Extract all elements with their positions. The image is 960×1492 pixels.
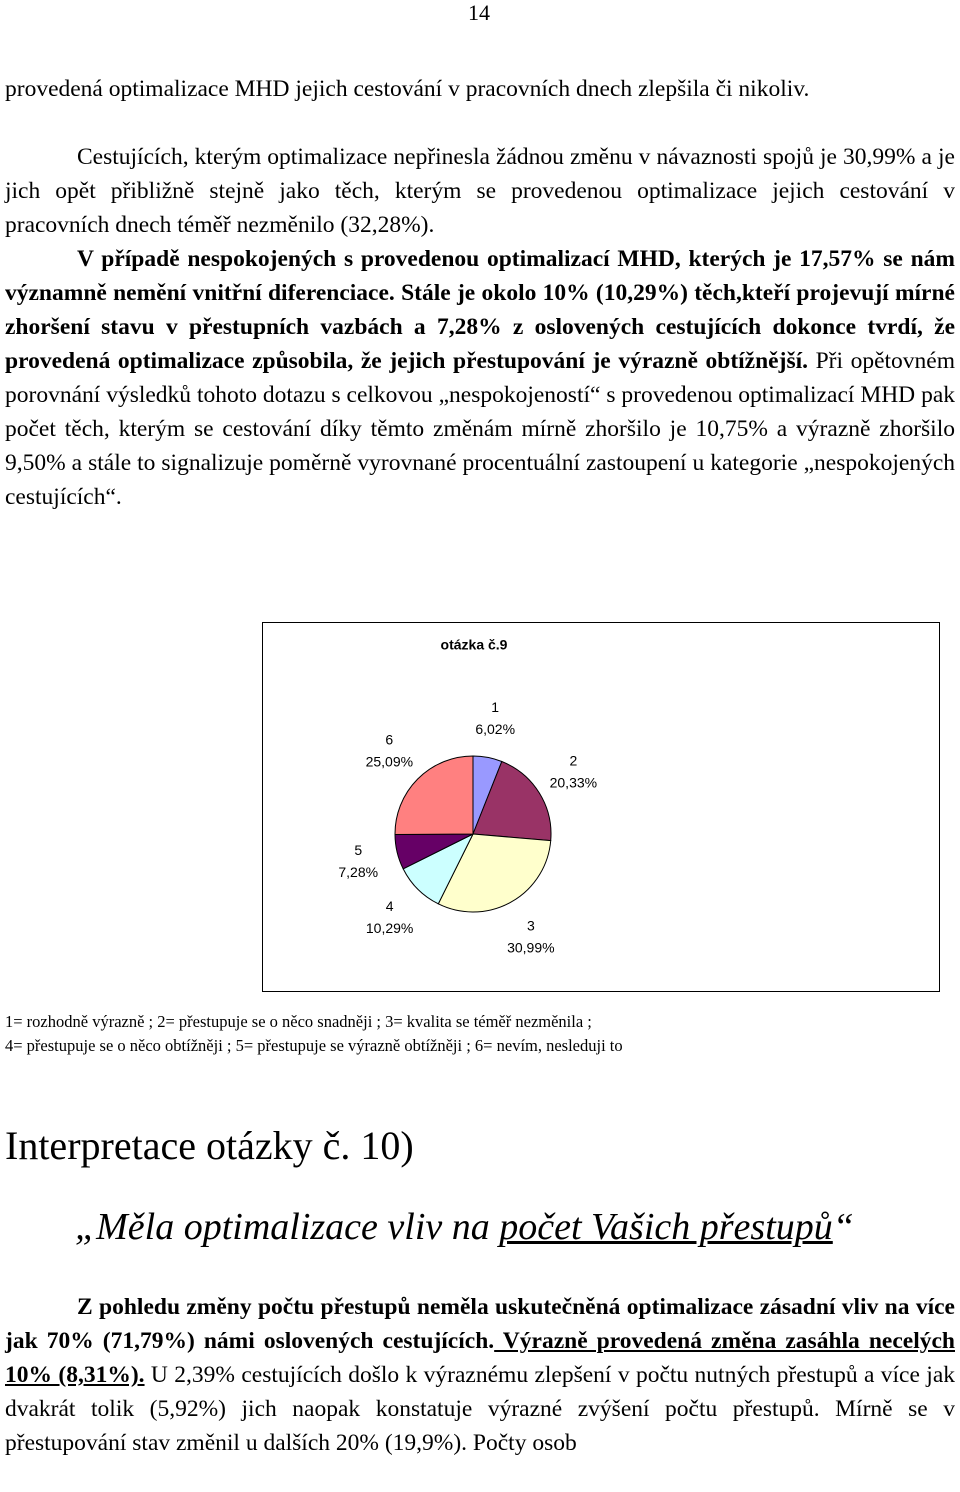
bold-text: Z pohledu změny počtu přestupů neměla us… <box>5 1294 955 1354</box>
legend-note: 1= rozhodně výrazně ; 2= přestupuje se o… <box>5 1010 623 1058</box>
underlined-text: počet Vašich přestupů <box>499 1206 833 1248</box>
paragraph: Cestujících, kterým optimalizace nepřine… <box>5 144 955 238</box>
text: U 2,39% cestujících došlo k výraznému zl… <box>5 1362 955 1456</box>
slice-label: 30,99% <box>507 940 554 956</box>
slice-label: 6,02% <box>475 721 515 737</box>
pie-slice <box>437 833 552 913</box>
slice-category: 4 <box>386 898 394 914</box>
pie-slice <box>472 760 552 842</box>
chart-title: otázka č.9 <box>441 637 508 653</box>
text: „Měla optimalizace vliv na <box>75 1206 500 1248</box>
text: Při opětovném porovnání výsledků tohoto … <box>5 348 956 510</box>
note-line: 4= přestupuje se o něco obtížněji ; 5= p… <box>5 1036 623 1055</box>
slice-label: 25,09% <box>366 754 413 770</box>
slice-label: 20,33% <box>550 775 597 791</box>
slice-category: 2 <box>569 753 577 769</box>
slice-label: 10,29% <box>366 920 413 936</box>
note-line: 1= rozhodně výrazně ; 2= přestupuje se o… <box>5 1012 592 1031</box>
slice-category: 1 <box>491 699 499 715</box>
pie-slice <box>394 755 474 835</box>
paragraph: provedená optimalizace MHD jejich cestov… <box>5 76 810 102</box>
chart: otázka č.9 1 6,02% 2 20,33% 3 30,99% 4 10,29% 5 7… <box>262 622 940 992</box>
bold-text: Výrazně provedená změna zasáhla necelých… <box>5 1328 955 1388</box>
heading: Interpretace otázky č. 10) <box>5 1123 414 1168</box>
slice-label: 7,28% <box>338 864 378 880</box>
bold-text: V případě nespokojených s provedenou opt… <box>5 246 955 374</box>
subheading: „Měla optimalizace vliv na počet Vašich … <box>75 1205 854 1249</box>
page-number: 14 <box>468 0 490 25</box>
paragraph: Z pohledu změny počtu přestupů neměla us… <box>5 1290 955 1460</box>
slice-category: 3 <box>527 918 535 934</box>
text: “ <box>832 1206 854 1248</box>
paragraph: V případě nespokojených s provedenou opt… <box>5 242 955 514</box>
slice-category: 5 <box>354 842 362 858</box>
underlined-text: Výrazně provedená změna zasáhla necelých… <box>5 1328 955 1388</box>
slice-category: 6 <box>385 732 393 748</box>
